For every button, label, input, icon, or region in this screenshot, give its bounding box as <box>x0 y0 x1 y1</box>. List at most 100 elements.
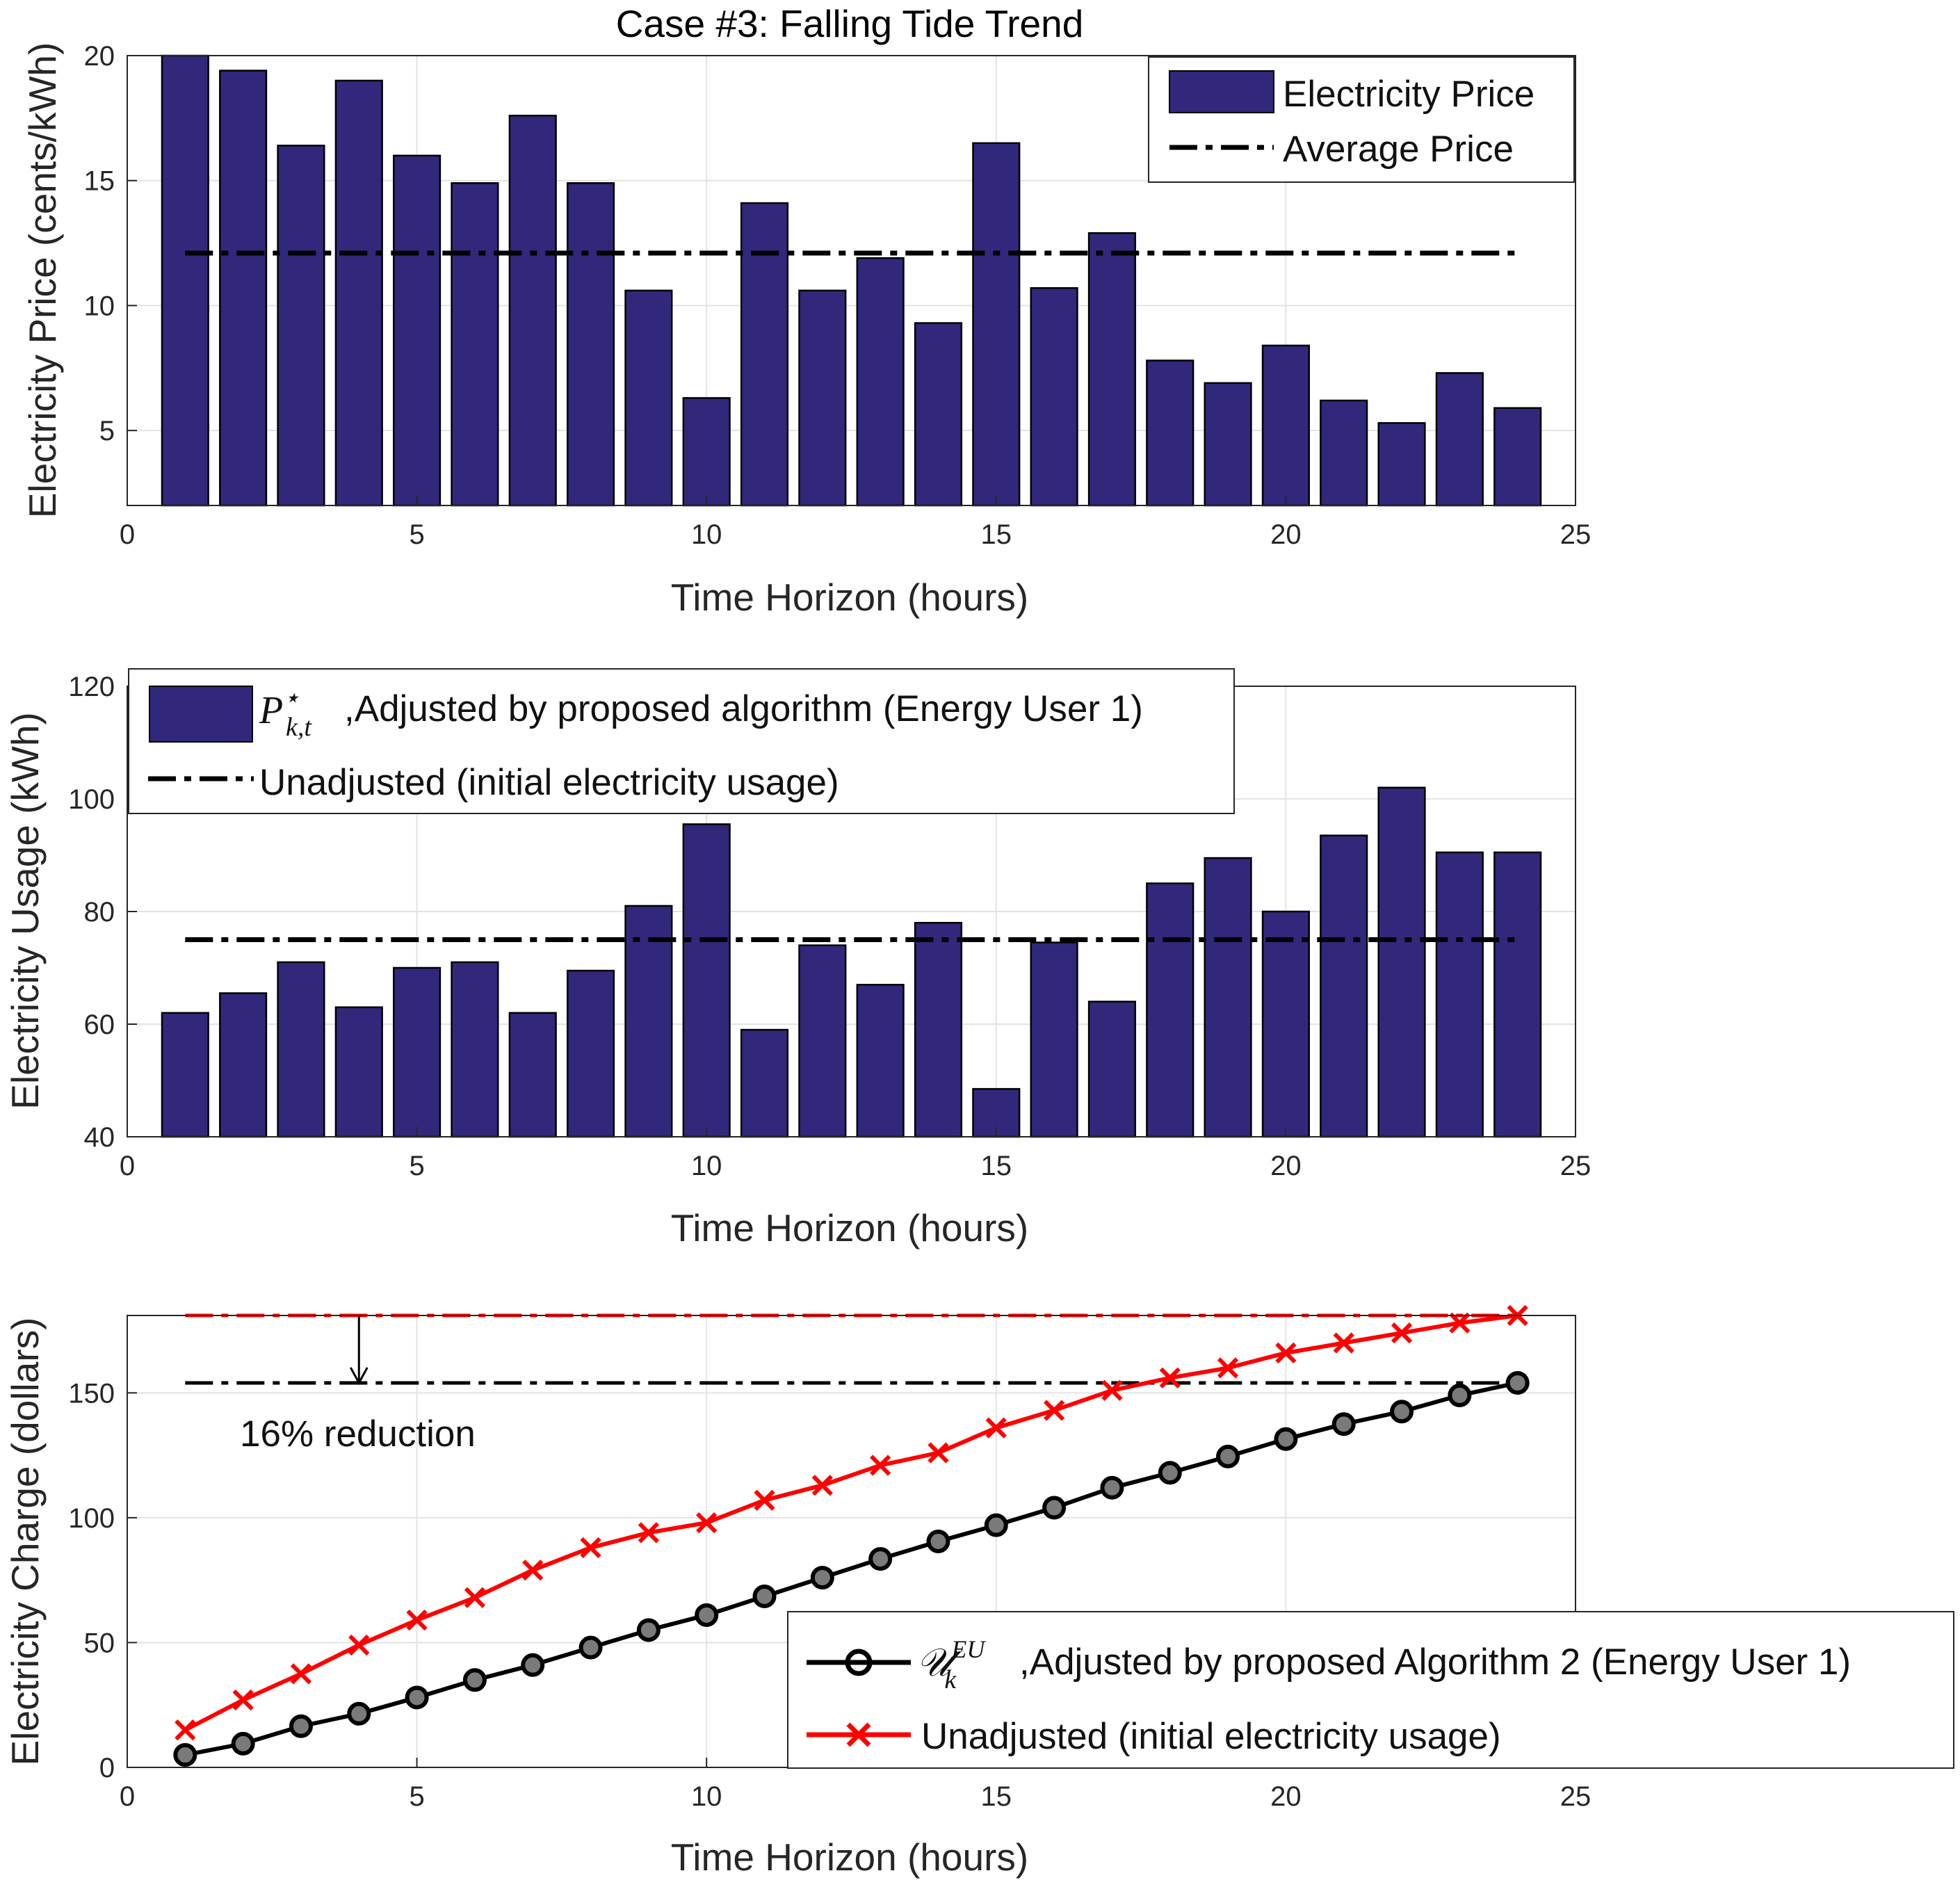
unadjusted-point <box>522 1560 544 1581</box>
charge-legend-box <box>787 1611 1954 1769</box>
bar <box>682 823 731 1138</box>
bar <box>798 289 847 507</box>
usage-legend: P⋆ k,t ,Adjusted by proposed algorithm (E… <box>128 668 1235 814</box>
adjusted-point <box>347 1701 371 1726</box>
x-tick-label: 10 <box>691 1151 722 1181</box>
bar <box>1377 422 1426 507</box>
bar <box>1493 407 1542 507</box>
adjusted-point <box>173 1743 197 1767</box>
bar <box>972 142 1021 507</box>
bar <box>1030 941 1078 1138</box>
usage-legend-box <box>128 668 1235 814</box>
unadjusted-point <box>290 1663 312 1685</box>
bar <box>1146 882 1194 1138</box>
y-tick-label: 20 <box>84 41 115 72</box>
bar <box>1377 786 1426 1138</box>
reduction-annotation: 16% reduction <box>240 1414 476 1455</box>
unadjusted-point <box>638 1522 660 1544</box>
adjusted-point <box>1390 1400 1414 1424</box>
y-tick-label: 60 <box>84 1010 115 1040</box>
bar <box>393 154 442 507</box>
charge-series <box>173 1304 1530 1767</box>
x-tick-label: 5 <box>409 519 424 550</box>
bar <box>1030 287 1078 507</box>
price-legend-label-price: Electricity Price <box>1283 74 1534 115</box>
unadjusted-point <box>1333 1332 1354 1354</box>
x-tick-label: 20 <box>1270 1151 1302 1181</box>
adjusted-point <box>695 1603 719 1627</box>
adjusted-point <box>636 1618 661 1642</box>
y-tick-label: 0 <box>99 1753 115 1783</box>
bar <box>740 1028 789 1138</box>
bar <box>740 202 789 507</box>
y-tick-label: 5 <box>99 416 115 446</box>
adjusted-point <box>1216 1444 1240 1468</box>
charge-legend-unadjusted-marker <box>846 1722 871 1747</box>
unadjusted-point <box>1043 1400 1065 1421</box>
y-tick-label: 100 <box>68 784 115 815</box>
unadjusted-point <box>175 1719 196 1741</box>
price-legend: Electricity Price Average Price <box>1148 56 1575 183</box>
adjusted-point <box>868 1547 893 1571</box>
bar <box>1261 910 1310 1138</box>
x-tick-label: 5 <box>409 1781 424 1812</box>
price-panel: Case #3: Falling Tide Trend 0 5 10 15 20 25 5… <box>21 2 1591 619</box>
adjusted-point <box>1448 1383 1472 1407</box>
unadjusted-point <box>1217 1357 1239 1379</box>
unadjusted-point <box>811 1475 833 1496</box>
x-tick-label: 0 <box>120 1151 135 1181</box>
adjusted-point <box>984 1513 1008 1537</box>
unadjusted-point <box>580 1537 601 1559</box>
unadjusted-point <box>870 1455 891 1476</box>
y-tick-label: 120 <box>68 672 115 702</box>
x-tick-label: 25 <box>1560 519 1592 550</box>
adjusted-point <box>752 1585 777 1609</box>
unadjusted-point <box>1449 1312 1471 1334</box>
unadjusted-point <box>1275 1342 1297 1363</box>
price-bars <box>161 54 1542 507</box>
adjusted-point <box>462 1668 487 1692</box>
y-tick-label: 40 <box>84 1122 115 1153</box>
unadjusted-point <box>406 1609 428 1631</box>
y-tick-label: 15 <box>84 166 115 197</box>
charge-legend-math-sub: k <box>944 1665 957 1694</box>
charge-legend: 𝒰EU k ,Adjusted by proposed Algorithm 2 (… <box>787 1611 1954 1769</box>
adjusted-point <box>1042 1496 1067 1520</box>
bar <box>334 1006 383 1138</box>
usage-legend-math-sub: k,t <box>286 713 312 742</box>
charge-legend-math-sup: EU <box>950 1635 986 1663</box>
bar <box>451 182 499 507</box>
usage-legend-label-adjusted: ,Adjusted by proposed algorithm (Energy … <box>344 688 1143 729</box>
x-tick-label: 0 <box>120 1781 135 1812</box>
bar <box>566 182 615 507</box>
bar <box>334 79 383 507</box>
adjusted-point <box>578 1635 603 1660</box>
x-tick-label: 15 <box>981 1151 1012 1181</box>
unadjusted-point <box>928 1442 949 1464</box>
usage-panel: 0 5 10 15 20 25 40 60 80 100 120 Time Horizon (ho… <box>3 668 1591 1249</box>
usage-legend-bar-swatch <box>149 686 253 743</box>
charge-y-axis-label: Electricity Charge (dollars) <box>3 1318 47 1766</box>
arrow-head <box>349 1367 368 1386</box>
price-y-ticks: 5 10 15 20 <box>84 41 137 446</box>
y-tick-label: 80 <box>84 897 115 928</box>
bar <box>566 969 615 1138</box>
x-tick-label: 0 <box>120 519 135 550</box>
price-legend-bar-swatch <box>1169 70 1274 113</box>
adjusted-point <box>289 1714 313 1738</box>
bar <box>393 966 442 1138</box>
reduction-arrow <box>349 1315 368 1386</box>
bar <box>1320 834 1368 1138</box>
bar <box>219 992 268 1138</box>
unadjusted-point <box>1101 1379 1123 1401</box>
adjusted-point <box>1505 1370 1530 1395</box>
unadjusted-point <box>696 1512 718 1534</box>
bar <box>1320 399 1368 507</box>
bar <box>161 1012 209 1138</box>
bar <box>508 1012 557 1138</box>
unadjusted-point <box>1391 1322 1413 1344</box>
price-chart-title: Case #3: Falling Tide Trend <box>616 2 1084 45</box>
unadjusted-point <box>348 1634 370 1656</box>
unadjusted-point <box>985 1417 1007 1439</box>
